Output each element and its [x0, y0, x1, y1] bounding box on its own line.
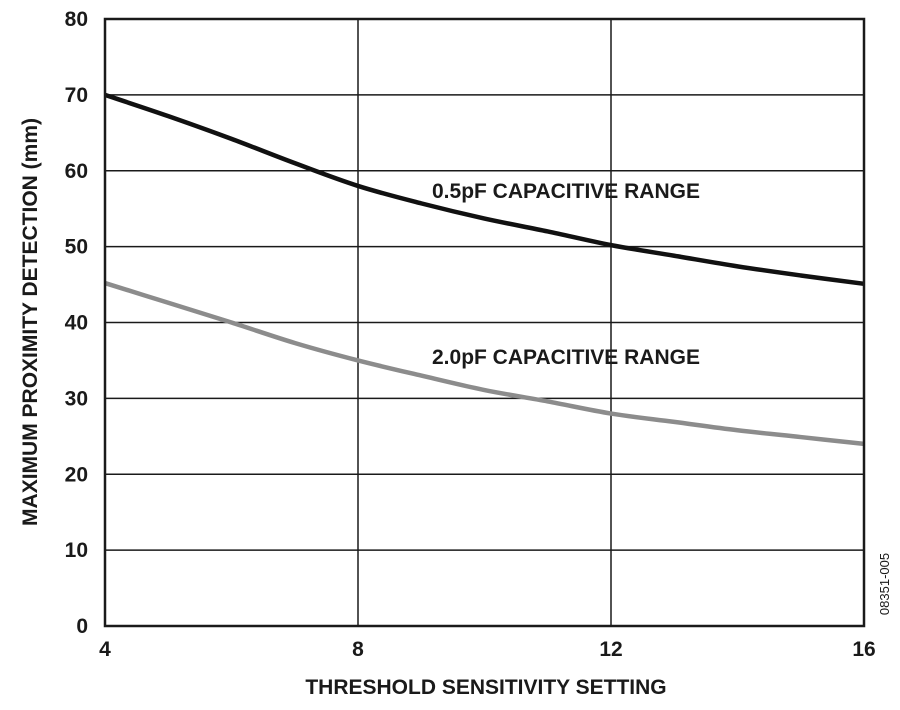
gridlines — [104, 18, 865, 627]
y-tick-label-50: 50 — [65, 236, 88, 259]
y-tick-label-10: 10 — [65, 539, 88, 562]
y-tick-label-60: 60 — [65, 160, 88, 183]
series-line-2 — [104, 280, 865, 447]
figure-id: 08351-005 — [877, 553, 892, 615]
x-tick-label-16: 16 — [852, 638, 875, 661]
series-line-1 — [104, 92, 865, 287]
y-tick-labels: 0 10 20 30 40 50 60 70 80 — [65, 8, 88, 638]
series-label-1: 0.5pF CAPACITIVE RANGE — [432, 180, 700, 203]
y-tick-label-70: 70 — [65, 84, 88, 107]
x-axis-title: THRESHOLD SENSITIVITY SETTING — [305, 676, 666, 699]
y-tick-label-80: 80 — [65, 8, 88, 31]
series-labels: 0.5pF CAPACITIVE RANGE 2.0pF CAPACITIVE R… — [432, 180, 700, 369]
x-tick-labels: 4 8 12 16 — [99, 638, 876, 661]
y-tick-label-30: 30 — [65, 387, 88, 410]
x-tick-label-8: 8 — [352, 638, 364, 661]
x-tick-label-4: 4 — [99, 638, 111, 661]
y-tick-label-40: 40 — [65, 312, 88, 335]
y-tick-label-20: 20 — [65, 463, 88, 486]
y-tick-label-0: 0 — [76, 615, 88, 638]
y-axis-title: MAXIMUM PROXIMITY DETECTION (mm) — [19, 118, 42, 526]
series-lines — [104, 92, 865, 447]
plot-frame — [103, 17, 866, 628]
series-label-2: 2.0pF CAPACITIVE RANGE — [432, 346, 700, 369]
x-tick-label-12: 12 — [599, 638, 622, 661]
